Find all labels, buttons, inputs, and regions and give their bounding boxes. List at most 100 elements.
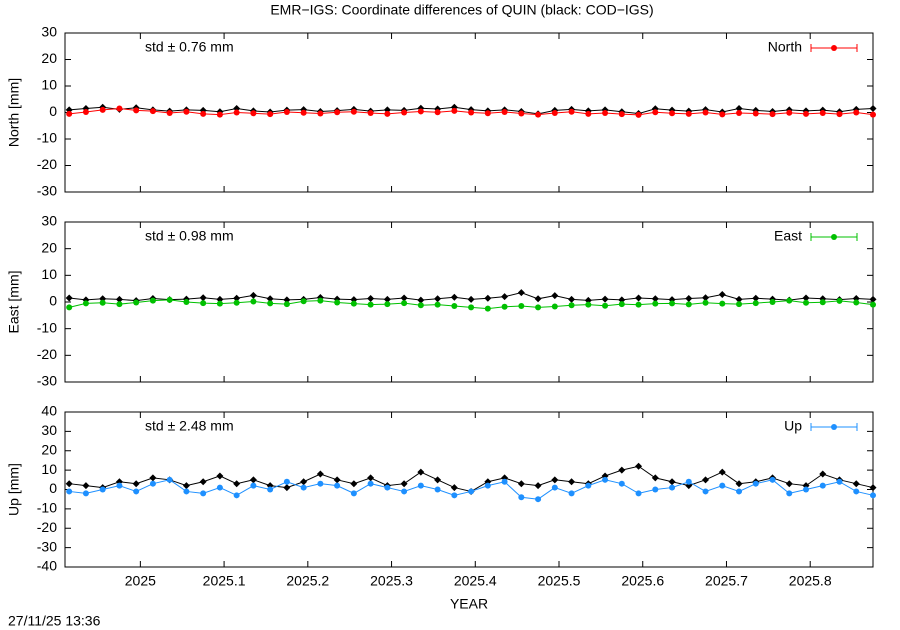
data-point — [417, 302, 424, 309]
data-point — [267, 486, 274, 493]
y-tick-label: -10 — [37, 319, 57, 335]
data-point — [82, 490, 89, 497]
data-point — [752, 294, 760, 302]
data-point — [853, 299, 860, 306]
data-point — [819, 482, 826, 489]
x-tick-label: 2025.4 — [454, 573, 497, 589]
data-point — [652, 300, 659, 307]
data-point — [685, 295, 693, 303]
data-point — [786, 490, 793, 497]
x-axis-label: YEAR — [450, 596, 488, 612]
data-point — [518, 303, 525, 309]
data-point — [585, 301, 592, 308]
data-point — [233, 294, 241, 302]
data-point — [367, 295, 375, 303]
data-point — [367, 474, 375, 482]
data-point — [702, 476, 710, 484]
data-point — [283, 478, 290, 485]
y-tick-label: -10 — [37, 500, 57, 516]
data-point — [602, 302, 609, 309]
y-tick-label: 20 — [41, 50, 57, 66]
x-tick-label: 2025.7 — [705, 573, 748, 589]
data-point — [668, 478, 676, 486]
data-point — [334, 299, 341, 306]
data-point — [450, 293, 458, 301]
y-tick-label: 10 — [41, 266, 57, 282]
data-point — [585, 110, 592, 117]
data-point — [769, 476, 776, 483]
data-point — [267, 300, 274, 307]
data-point — [249, 291, 257, 299]
data-point — [384, 301, 391, 308]
data-point — [283, 108, 290, 115]
data-point — [149, 297, 156, 304]
data-point — [401, 300, 408, 307]
legend-label: East — [774, 228, 802, 244]
data-point — [819, 299, 826, 306]
data-point — [367, 110, 374, 117]
data-point — [652, 109, 659, 116]
y-tick-label: 0 — [49, 480, 57, 496]
data-point — [316, 470, 324, 478]
data-point — [652, 486, 659, 493]
data-point — [685, 478, 692, 485]
y-tick-label: -30 — [37, 373, 57, 389]
data-point — [434, 486, 441, 493]
data-point — [233, 109, 240, 116]
data-point — [417, 468, 425, 476]
data-point — [702, 299, 709, 306]
data-point — [467, 295, 475, 303]
data-point — [735, 105, 743, 113]
data-point — [685, 301, 692, 308]
data-point — [501, 293, 509, 301]
data-point — [400, 294, 408, 302]
data-point — [535, 304, 542, 311]
y-tick-label: -20 — [37, 346, 57, 362]
y-tick-label: 10 — [41, 77, 57, 93]
data-point — [200, 490, 207, 497]
data-point — [384, 484, 391, 491]
data-point — [149, 108, 156, 115]
data-point — [401, 109, 408, 116]
data-point — [484, 482, 491, 489]
data-point — [719, 111, 726, 118]
data-point — [752, 110, 759, 117]
data-point — [551, 110, 558, 117]
data-point — [99, 486, 106, 493]
data-point — [635, 294, 643, 302]
data-point — [283, 484, 291, 492]
data-point — [853, 488, 860, 495]
data-point — [802, 294, 810, 302]
data-point — [82, 482, 90, 490]
data-point — [702, 294, 710, 302]
data-point — [66, 110, 73, 117]
data-point — [115, 295, 123, 303]
data-point — [317, 110, 324, 117]
data-point — [166, 296, 173, 303]
data-point — [451, 492, 458, 499]
data-point — [199, 478, 207, 486]
data-point — [216, 300, 223, 307]
data-point — [518, 494, 525, 501]
data-point — [249, 476, 257, 484]
data-point — [752, 300, 759, 307]
data-point — [669, 300, 676, 307]
data-point — [803, 299, 810, 306]
data-point — [451, 303, 458, 309]
data-point — [819, 470, 827, 478]
data-point — [702, 488, 709, 495]
std-annotation: std ± 2.48 mm — [145, 418, 234, 434]
data-point — [803, 110, 810, 117]
data-point — [568, 490, 575, 497]
y-tick-label: 0 — [49, 293, 57, 309]
data-point — [752, 480, 759, 487]
data-point — [836, 297, 843, 304]
data-point — [870, 301, 876, 308]
data-point — [183, 108, 190, 115]
y-tick-label: 20 — [41, 441, 57, 457]
data-point — [383, 295, 391, 303]
data-point — [869, 484, 877, 492]
data-point — [568, 295, 576, 303]
x-tick-label: 2025.3 — [370, 573, 413, 589]
data-point — [719, 482, 726, 489]
